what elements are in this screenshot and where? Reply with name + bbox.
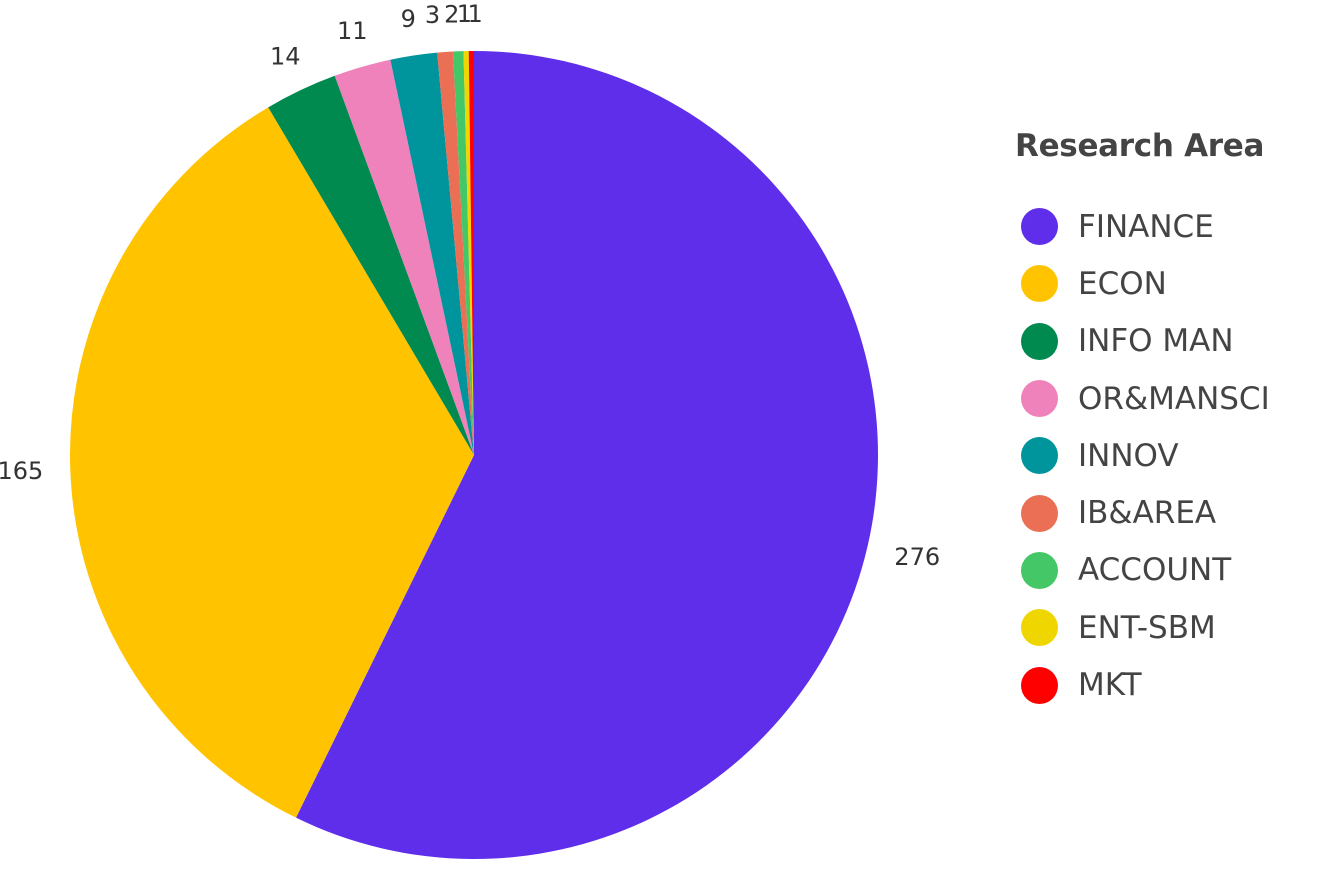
legend-label: ACCOUNT	[1078, 552, 1232, 589]
legend-label: INFO MAN	[1078, 323, 1234, 360]
data-label-ent-sbm: 1	[457, 0, 472, 28]
legend-label: INNOV	[1078, 437, 1179, 474]
legend-item-innov: INNOV	[1015, 427, 1315, 484]
data-label-econ: 165	[0, 457, 43, 485]
legend-item-econ: ECON	[1015, 255, 1315, 312]
data-label-finance: 276	[894, 543, 940, 571]
legend-item-ent-sbm: ENT-SBM	[1015, 599, 1315, 656]
data-label-account: 2	[444, 0, 459, 28]
pie-slice-innov	[390, 52, 474, 455]
legend-swatch-icon	[1021, 551, 1058, 589]
pie-slices	[70, 51, 879, 860]
legend-item-or-mansci: OR&MANSCI	[1015, 370, 1315, 427]
legend-swatch-icon	[1021, 437, 1058, 475]
legend: Research Area FINANCE ECON INFO MAN OR&MANS…	[1015, 128, 1315, 714]
legend-label: MKT	[1078, 667, 1142, 704]
legend-swatch-icon	[1021, 265, 1058, 303]
pie-slice-info-man	[268, 75, 474, 455]
legend-item-mkt: MKT	[1015, 656, 1315, 713]
pie-slice-econ	[70, 107, 474, 818]
pie-slice-ib-area	[437, 51, 474, 456]
legend-label: ENT-SBM	[1078, 609, 1216, 646]
pie-slice-or-mansci	[334, 59, 474, 455]
pie-slice-ent-sbm	[463, 51, 474, 455]
legend-label: FINANCE	[1078, 208, 1214, 245]
legend-label: IB&AREA	[1078, 495, 1217, 532]
data-label-innov: 9	[401, 5, 416, 33]
legend-item-ib-area: IB&AREA	[1015, 484, 1315, 541]
pie-slice-finance	[296, 51, 879, 860]
pie-slice-account	[452, 51, 474, 455]
legend-item-account: ACCOUNT	[1015, 542, 1315, 599]
legend-swatch-icon	[1021, 380, 1058, 418]
pie-slice-mkt	[468, 51, 474, 455]
data-label-info-man: 14	[270, 43, 301, 71]
legend-swatch-icon	[1021, 208, 1058, 246]
legend-swatch-icon	[1021, 494, 1058, 532]
data-label-ib-area: 3	[425, 1, 440, 29]
legend-swatch-icon	[1021, 322, 1058, 360]
data-label-mkt: 1	[467, 0, 482, 28]
legend-title: Research Area	[1015, 128, 1265, 164]
data-label-or-mansci: 11	[337, 17, 368, 45]
legend-item-finance: FINANCE	[1015, 198, 1315, 255]
legend-label: OR&MANSCI	[1078, 380, 1270, 417]
legend-swatch-icon	[1021, 666, 1058, 704]
legend-swatch-icon	[1021, 609, 1058, 647]
legend-items: FINANCE ECON INFO MAN OR&MANSCI INNOV IB&AREA…	[1015, 198, 1315, 714]
legend-label: ECON	[1078, 265, 1167, 302]
legend-item-info-man: INFO MAN	[1015, 313, 1315, 370]
